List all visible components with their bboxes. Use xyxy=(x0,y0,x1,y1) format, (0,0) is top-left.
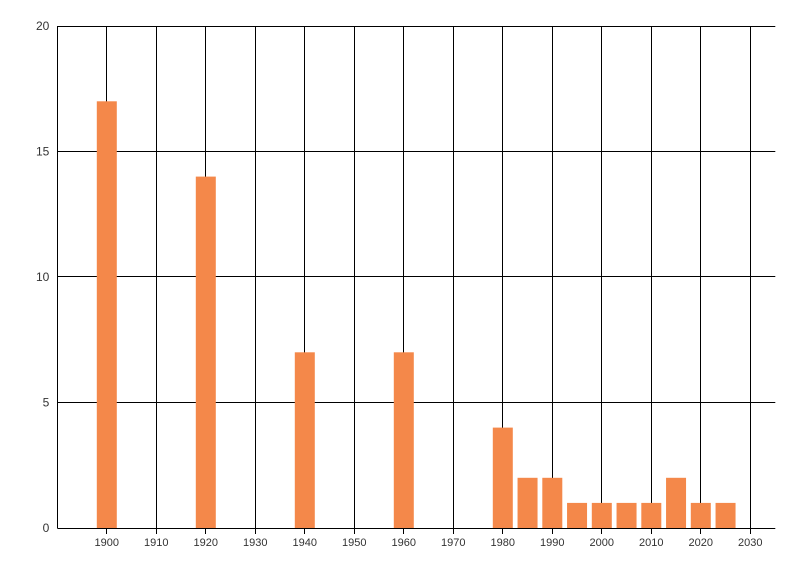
svg-text:1960: 1960 xyxy=(392,537,416,549)
svg-text:1910: 1910 xyxy=(144,537,168,549)
svg-text:1900: 1900 xyxy=(95,537,119,549)
svg-text:2000: 2000 xyxy=(590,537,614,549)
svg-text:1950: 1950 xyxy=(342,537,366,549)
svg-text:1980: 1980 xyxy=(491,537,515,549)
svg-text:0: 0 xyxy=(43,521,50,535)
svg-text:2020: 2020 xyxy=(689,537,713,549)
svg-text:10: 10 xyxy=(36,270,50,284)
svg-text:2010: 2010 xyxy=(639,537,663,549)
svg-text:1920: 1920 xyxy=(194,537,218,549)
svg-text:1930: 1930 xyxy=(243,537,267,549)
svg-text:15: 15 xyxy=(36,145,50,159)
svg-text:2030: 2030 xyxy=(738,537,762,549)
svg-text:5: 5 xyxy=(43,396,50,410)
svg-text:1990: 1990 xyxy=(540,537,564,549)
svg-text:1970: 1970 xyxy=(441,537,465,549)
svg-text:1940: 1940 xyxy=(293,537,317,549)
svg-text:20: 20 xyxy=(36,19,50,33)
